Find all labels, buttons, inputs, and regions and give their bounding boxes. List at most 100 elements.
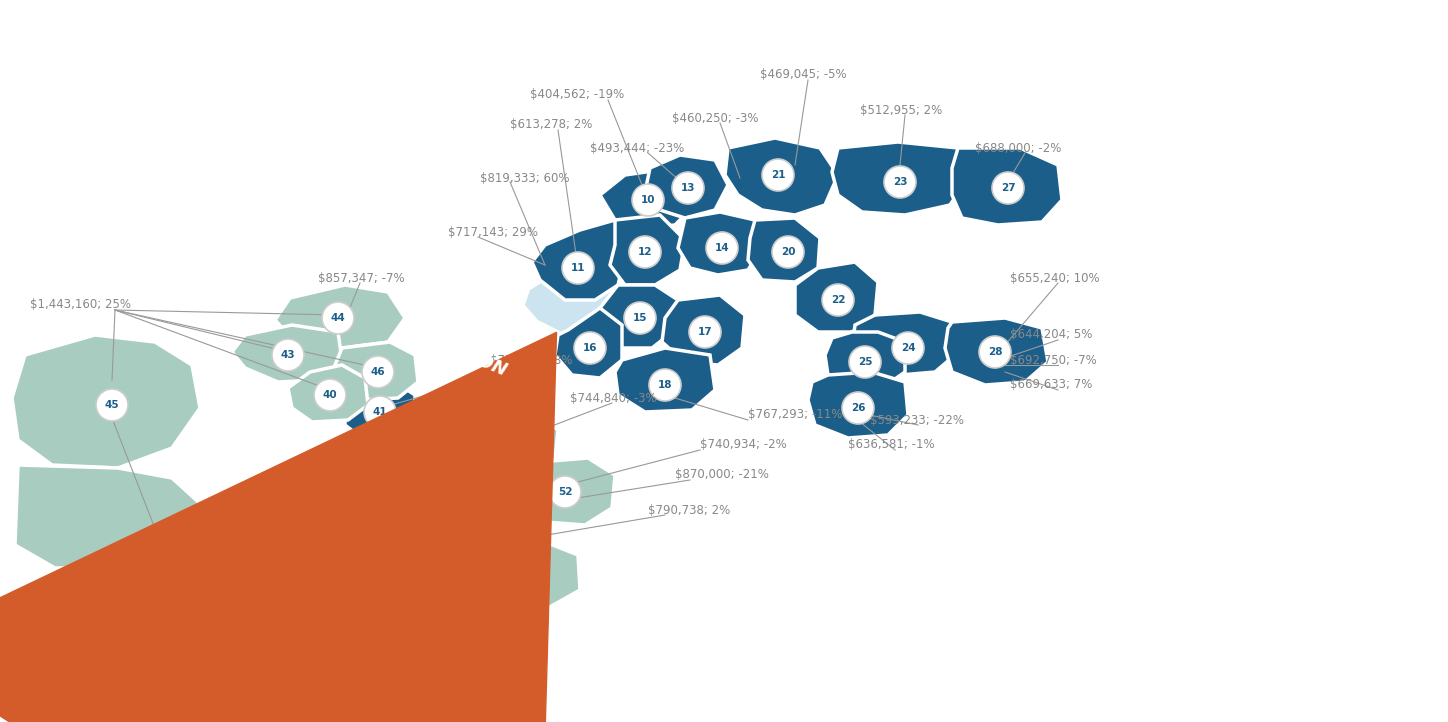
Text: 50: 50: [440, 477, 455, 487]
Polygon shape: [615, 348, 715, 412]
Circle shape: [883, 166, 917, 198]
Circle shape: [562, 252, 594, 284]
Text: $469,045; -5%: $469,045; -5%: [760, 69, 847, 82]
Text: 15: 15: [633, 313, 647, 323]
Text: 16: 16: [582, 343, 597, 353]
Text: 28: 28: [988, 347, 1002, 357]
Polygon shape: [471, 412, 557, 475]
Circle shape: [707, 232, 738, 264]
Circle shape: [272, 339, 304, 371]
Text: $717,143; 29%: $717,143; 29%: [447, 225, 539, 238]
Circle shape: [573, 332, 607, 364]
Polygon shape: [795, 262, 877, 332]
Circle shape: [321, 302, 353, 334]
Circle shape: [96, 389, 127, 421]
Polygon shape: [951, 148, 1061, 225]
Text: $1,443,160; 25%: $1,443,160; 25%: [30, 298, 130, 311]
Text: $636,581; -1%: $636,581; -1%: [849, 438, 934, 451]
Polygon shape: [555, 308, 623, 378]
Text: $593,233; -22%: $593,233; -22%: [870, 414, 964, 427]
Polygon shape: [14, 465, 206, 568]
Polygon shape: [334, 342, 418, 400]
Circle shape: [762, 159, 794, 191]
Text: 46: 46: [371, 367, 385, 377]
Text: 26: 26: [851, 403, 866, 413]
Text: 10: 10: [641, 195, 656, 205]
Circle shape: [672, 172, 704, 204]
Text: $688,000; -2%: $688,000; -2%: [975, 142, 1061, 155]
Text: 25: 25: [857, 357, 872, 367]
Circle shape: [314, 379, 346, 411]
Circle shape: [849, 346, 880, 378]
Text: $857,347; -7%: $857,347; -7%: [319, 271, 404, 284]
Text: $613,278; 2%: $613,278; 2%: [510, 118, 592, 131]
Polygon shape: [526, 268, 620, 335]
Text: $655,240; 10%: $655,240; 10%: [1011, 271, 1099, 284]
Text: $493,444; -23%: $493,444; -23%: [589, 142, 685, 155]
Text: 41: 41: [372, 407, 387, 417]
Circle shape: [349, 449, 381, 481]
Polygon shape: [610, 215, 685, 285]
Polygon shape: [345, 382, 416, 440]
Text: 14: 14: [715, 243, 730, 253]
Polygon shape: [946, 318, 1048, 385]
Text: 53: 53: [481, 533, 495, 543]
Polygon shape: [320, 438, 408, 495]
Circle shape: [432, 466, 463, 498]
Circle shape: [472, 522, 504, 554]
Circle shape: [992, 172, 1024, 204]
Text: HAMILTON: HAMILTON: [405, 324, 510, 380]
Text: $838,806; 3%: $838,806; 3%: [468, 552, 550, 565]
Text: $692,750; -7%: $692,750; -7%: [1011, 354, 1096, 367]
Text: 27: 27: [1001, 183, 1015, 193]
Text: 21: 21: [770, 170, 785, 180]
Circle shape: [841, 392, 875, 424]
Text: $774,289; 8%: $774,289; 8%: [489, 354, 572, 367]
Circle shape: [892, 332, 924, 364]
FancyArrowPatch shape: [0, 332, 556, 722]
Circle shape: [689, 316, 721, 348]
Text: 51: 51: [505, 440, 520, 450]
Polygon shape: [678, 212, 762, 275]
Text: 52: 52: [557, 487, 572, 497]
Polygon shape: [232, 325, 342, 382]
Polygon shape: [725, 138, 838, 215]
Text: $644,204; 5%: $644,204; 5%: [1011, 329, 1092, 342]
Circle shape: [631, 184, 665, 216]
Polygon shape: [599, 170, 695, 228]
Text: $404,562; -19%: $404,562; -19%: [530, 89, 624, 102]
Polygon shape: [851, 312, 956, 375]
Text: $870,000; -21%: $870,000; -21%: [675, 469, 769, 482]
Text: 24: 24: [901, 343, 915, 353]
Polygon shape: [808, 372, 908, 438]
Text: 45: 45: [104, 400, 119, 410]
Polygon shape: [398, 450, 492, 515]
Polygon shape: [749, 218, 820, 282]
Polygon shape: [432, 505, 534, 568]
Circle shape: [624, 302, 656, 334]
Polygon shape: [288, 365, 368, 422]
Polygon shape: [825, 332, 905, 388]
Text: 17: 17: [698, 327, 712, 337]
Circle shape: [363, 396, 395, 428]
Text: $819,333; 60%: $819,333; 60%: [479, 172, 569, 185]
Polygon shape: [662, 295, 746, 365]
Text: $790,738; 2%: $790,738; 2%: [649, 503, 730, 516]
Text: 11: 11: [571, 263, 585, 273]
Polygon shape: [644, 155, 728, 218]
Text: 20: 20: [780, 247, 795, 257]
Polygon shape: [518, 458, 615, 525]
Text: $1,121,667; 44%: $1,121,667; 44%: [352, 503, 453, 516]
Circle shape: [549, 476, 581, 508]
Circle shape: [497, 429, 529, 461]
Text: 44: 44: [330, 313, 346, 323]
Text: 18: 18: [657, 380, 672, 390]
Polygon shape: [531, 220, 626, 300]
Circle shape: [628, 236, 660, 268]
Circle shape: [772, 236, 804, 268]
Circle shape: [822, 284, 854, 316]
Circle shape: [649, 369, 681, 401]
Text: 40: 40: [323, 390, 337, 400]
Text: $669,633; 7%: $669,633; 7%: [1011, 378, 1092, 391]
Text: $935,289; -16%: $935,289; -16%: [117, 552, 211, 565]
